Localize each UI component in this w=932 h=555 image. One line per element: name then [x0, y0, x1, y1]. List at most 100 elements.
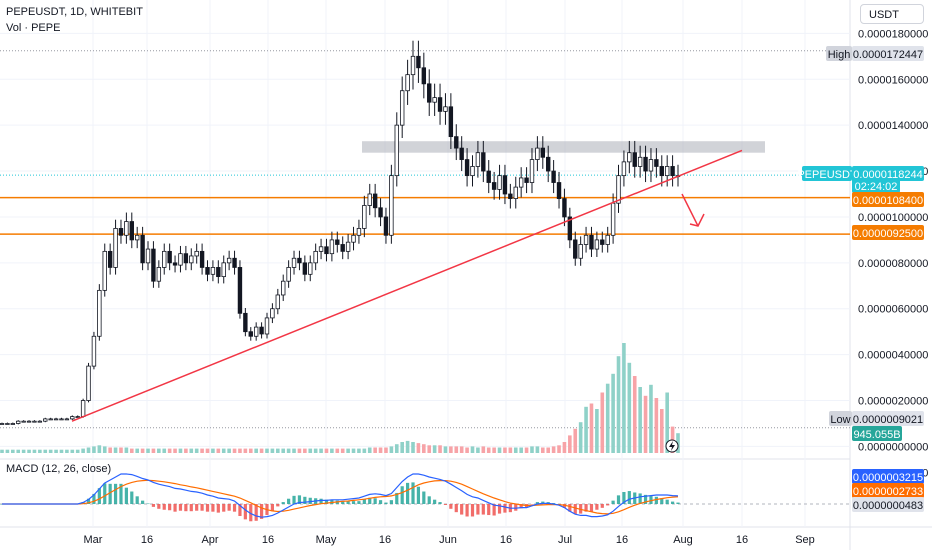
volume-bar: [140, 448, 145, 453]
resistance-rect: [362, 141, 765, 153]
macd-histogram-bar: [216, 504, 220, 513]
macd-histogram-bar: [514, 504, 518, 511]
macd-histogram-bar: [184, 504, 188, 512]
time-axis: Mar 16 Apr 16 May 16 Jun 16 Jul 16 Aug 16 Sep: [84, 534, 815, 546]
volume-bar: [5, 449, 10, 453]
macd-histogram-bar: [259, 504, 264, 519]
volume-bar: [86, 447, 91, 453]
volume-bar: [476, 447, 480, 453]
macd-histogram-bar: [627, 491, 631, 504]
candle-body: [124, 221, 129, 236]
macd-histogram-bar: [422, 491, 426, 504]
volume-bar: [427, 445, 432, 453]
candle-body: [659, 166, 664, 177]
volume-bar: [465, 447, 469, 453]
volume-bar: [357, 448, 361, 453]
volume-bar: [16, 449, 21, 453]
macd-histogram-bar: [622, 492, 626, 504]
volume-bar: [189, 448, 194, 453]
volume-bar: [97, 445, 102, 453]
price-tick-label: 0.0000060000: [858, 304, 928, 316]
candle-body: [594, 239, 600, 250]
volume-bar: [335, 448, 340, 453]
candle-body: [362, 205, 367, 229]
volume-bar: [373, 447, 377, 453]
symbol-legend[interactable]: PEPEUSDT, 1D, WHITEBIT: [6, 6, 143, 18]
candle-body: [578, 244, 583, 259]
macd-histogram-bar: [362, 499, 366, 504]
macd-histogram-bar: [530, 504, 534, 505]
macd-legend[interactable]: MACD (12, 26, close): [6, 463, 112, 475]
macd-histogram-bar: [449, 504, 453, 509]
candle-body: [86, 365, 91, 401]
volume-bar: [135, 448, 139, 453]
volume-bar: [611, 373, 615, 453]
macd-histogram-bar: [303, 496, 307, 504]
countdown-badge-bg: [852, 178, 900, 193]
volume-bar: [449, 446, 453, 453]
macd-histogram-bar: [584, 504, 588, 512]
macd-histogram-bar: [135, 496, 139, 504]
candle-body: [140, 234, 145, 264]
macd-histogram-bar: [665, 499, 669, 504]
candle-body: [253, 326, 259, 337]
candle-body: [5, 423, 10, 425]
volume-bar: [665, 392, 669, 453]
candle-body: [421, 67, 427, 85]
high-value: 0.0000172447: [853, 49, 923, 61]
macd-histogram-bar: [324, 499, 329, 504]
volume-bar: [205, 448, 210, 453]
volume-bar: [151, 448, 156, 453]
volume-bar: [649, 384, 653, 453]
macd-histogram-bar: [178, 504, 183, 511]
macd-histogram-bar: [200, 504, 204, 511]
macd-histogram-bar: [238, 504, 242, 516]
macd-histogram-bar: [568, 504, 572, 512]
price-tick-label: 0.0000180000: [858, 28, 928, 40]
macd-histogram-bar: [189, 504, 193, 512]
volume-bar: [519, 447, 523, 453]
candle-body: [21, 420, 26, 423]
candle-body: [432, 97, 437, 103]
candle-body: [497, 175, 502, 190]
candle-body: [486, 170, 491, 183]
volume-bar: [562, 442, 567, 453]
volume-bar: [330, 448, 334, 453]
volume-legend[interactable]: Vol · PEPE: [6, 22, 61, 34]
candle-body: [151, 248, 156, 282]
volume-bar: [416, 443, 421, 453]
volume-bar: [627, 362, 632, 453]
macd-histogram-bar: [281, 502, 285, 504]
macd-histogram-bar: [168, 504, 172, 511]
macd-histogram-bar: [438, 502, 442, 504]
candle-body: [0, 423, 5, 425]
macd-histogram-bar: [616, 495, 621, 504]
candle-body: [97, 289, 102, 337]
macd-histogram-bar: [600, 504, 604, 508]
candle-body: [491, 182, 497, 190]
candle-body: [356, 228, 362, 236]
candle-body: [627, 152, 632, 163]
trendline[interactable]: [71, 149, 743, 422]
volume-bar: [605, 383, 610, 453]
price-tick-label: 0.0000160000: [858, 74, 928, 86]
candle-body: [53, 418, 59, 421]
volume-bar: [643, 395, 648, 453]
volume-bar: [454, 446, 459, 453]
trend-line: [71, 149, 743, 422]
lightning-icon[interactable]: [665, 439, 679, 453]
candle-body: [399, 90, 405, 126]
candle-body: [546, 156, 551, 172]
currency-button[interactable]: USDT: [860, 4, 924, 24]
time-tick-label: 16: [500, 534, 512, 546]
macd-histogram-bar: [103, 483, 107, 504]
candle-body: [372, 193, 378, 209]
macd-histogram-bar: [487, 504, 491, 516]
time-tick-label: 16: [616, 534, 628, 546]
candle-body: [189, 255, 194, 264]
macd-histogram-bar: [319, 498, 323, 504]
volume-bar: [194, 448, 199, 453]
candle-body: [632, 152, 637, 167]
volume-bar: [422, 444, 426, 453]
